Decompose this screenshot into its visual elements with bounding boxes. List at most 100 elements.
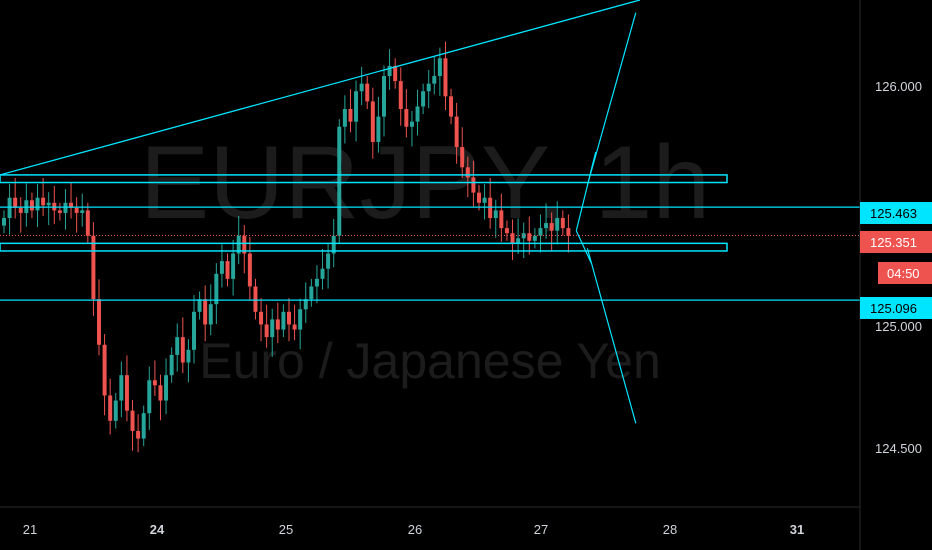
drawings xyxy=(0,0,860,424)
candle-body xyxy=(108,395,113,421)
candle-body xyxy=(443,58,448,97)
price-tag-125096: 125.096 xyxy=(860,297,932,319)
candle-body xyxy=(275,319,280,330)
candle-body xyxy=(57,210,62,213)
candle-body xyxy=(499,210,504,229)
candle-body xyxy=(342,109,347,127)
candle-body xyxy=(421,91,426,107)
candle-body xyxy=(365,83,370,102)
price-tags: 125.463 125.351 04:50 125.096 xyxy=(860,202,932,319)
candle-body xyxy=(409,121,414,127)
candle-body xyxy=(180,337,185,363)
candle-body xyxy=(303,299,308,310)
candle-body xyxy=(141,413,146,439)
candle-body xyxy=(354,91,359,122)
candle-body xyxy=(348,109,353,122)
support-resistance-zone xyxy=(0,174,728,184)
candle-body xyxy=(449,96,454,117)
candle-body xyxy=(415,106,420,122)
candle-body xyxy=(376,116,381,142)
candle-body xyxy=(370,101,375,142)
candle-body xyxy=(119,375,124,401)
candle-body xyxy=(493,210,498,219)
candle-body xyxy=(287,311,291,325)
candle-body xyxy=(555,218,560,231)
candle-body xyxy=(41,197,46,206)
candle-body xyxy=(97,299,101,345)
price-axis[interactable]: 126.000 125.000 124.500 xyxy=(875,79,922,456)
candle-body xyxy=(80,210,85,213)
candle-body xyxy=(247,253,252,287)
candle-body xyxy=(225,261,230,279)
candle-body xyxy=(130,410,135,431)
candle-body xyxy=(454,116,459,148)
bullish-projection-path xyxy=(575,12,637,231)
candle-body xyxy=(314,278,319,287)
countdown-label: 04:50 xyxy=(887,266,920,281)
candle-body xyxy=(387,65,392,77)
candle-body xyxy=(398,81,403,110)
candle-body xyxy=(197,299,202,312)
candle-body xyxy=(516,238,521,244)
candle-body xyxy=(292,324,297,330)
candle-body xyxy=(566,228,571,236)
candle-body xyxy=(147,380,152,414)
candle-body xyxy=(152,380,157,386)
candle-body xyxy=(169,354,174,376)
candle-body xyxy=(510,233,515,244)
x-tick-28: 28 xyxy=(663,522,677,537)
candle-body xyxy=(549,223,554,231)
candle-body xyxy=(504,228,509,234)
candle-body xyxy=(538,228,543,236)
candle-body xyxy=(281,311,286,330)
candle-body xyxy=(259,311,264,325)
candle-body xyxy=(203,299,208,325)
x-tick-27: 27 xyxy=(534,522,548,537)
candle-body xyxy=(102,344,107,396)
candle-body xyxy=(13,197,18,208)
candle-body xyxy=(91,235,96,300)
support-resistance-zone xyxy=(0,242,728,252)
candle-body xyxy=(298,309,303,330)
candle-body xyxy=(236,235,241,254)
candle-body xyxy=(29,200,34,211)
trendline xyxy=(0,0,641,176)
candle-body xyxy=(560,218,565,229)
candle-body xyxy=(309,286,314,300)
candle-body xyxy=(532,235,537,241)
candle-body xyxy=(465,167,470,178)
candle-body xyxy=(46,202,51,206)
candles xyxy=(2,41,571,453)
candle-body xyxy=(264,324,269,338)
price-tag-label: 125.351 xyxy=(870,235,917,250)
time-axis[interactable]: 21 24 25 26 27 28 31 xyxy=(23,522,804,537)
watermark-description: Euro / Japanese Yen xyxy=(199,333,661,389)
x-tick-24: 24 xyxy=(150,522,165,537)
candle-body xyxy=(242,235,247,254)
price-tag-current: 125.351 xyxy=(860,231,932,253)
price-tag-label: 125.463 xyxy=(870,206,917,221)
candle-body xyxy=(69,202,74,208)
candle-body xyxy=(63,202,68,213)
candle-body xyxy=(382,76,386,117)
candle-body xyxy=(253,286,258,312)
y-tick-125000: 125.000 xyxy=(875,319,922,334)
x-tick-25: 25 xyxy=(279,522,293,537)
bearish-projection-path xyxy=(575,230,637,424)
candle-body xyxy=(471,177,476,193)
candle-body xyxy=(85,210,90,236)
candle-body xyxy=(393,65,398,82)
candle-body xyxy=(219,261,224,274)
candle-body xyxy=(432,76,437,84)
price-tag-125463: 125.463 xyxy=(860,202,932,224)
countdown-tag: 04:50 xyxy=(878,262,932,284)
candle-body xyxy=(214,273,219,305)
candle-body xyxy=(7,197,12,219)
price-tag-label: 125.096 xyxy=(870,301,917,316)
candle-body xyxy=(326,253,331,269)
y-tick-126000: 126.000 xyxy=(875,79,922,94)
x-tick-31: 31 xyxy=(790,522,804,537)
candle-body xyxy=(488,197,493,219)
